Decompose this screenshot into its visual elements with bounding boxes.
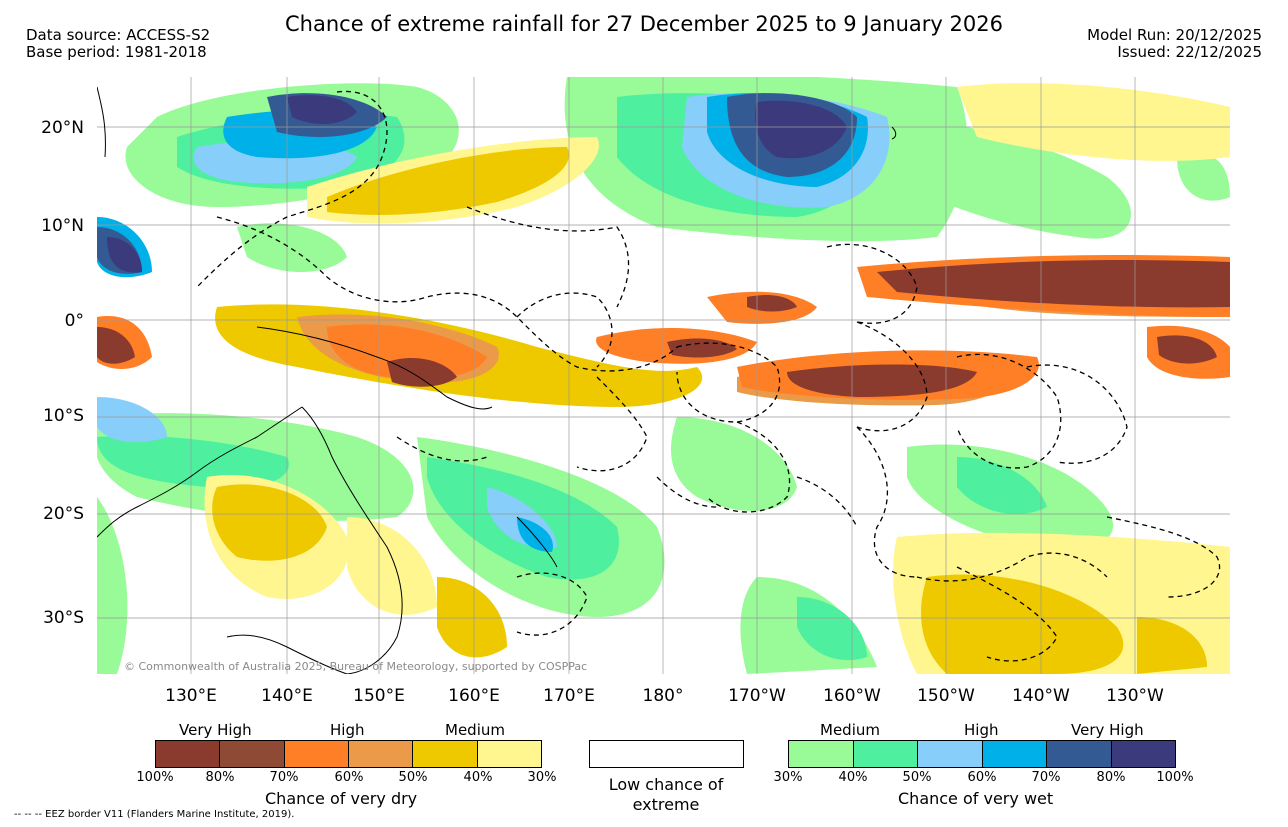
- wet-tick: 80%: [1096, 770, 1126, 785]
- dry-heading-high: High: [330, 721, 365, 739]
- wet-swatch-2: [918, 741, 983, 767]
- dry-tick: 40%: [463, 770, 493, 785]
- lat-label-30s: 30°S: [43, 608, 84, 628]
- base-period: Base period: 1981-2018: [26, 43, 207, 61]
- eez-borders: [196, 90, 1221, 662]
- lat-label-20n: 20°N: [41, 118, 84, 138]
- lon-label-130e: 130°E: [165, 686, 217, 706]
- wet-extreme-regions: [107, 95, 847, 273]
- lon-label-180: 180°: [642, 686, 684, 706]
- lon-label-140e: 140°E: [261, 686, 313, 706]
- wet-tick: 70%: [1031, 770, 1061, 785]
- lat-label-10n: 10°N: [41, 216, 84, 236]
- data-source: Data source: ACCESS-S2: [26, 26, 211, 44]
- lon-label-170e: 170°E: [543, 686, 595, 706]
- wet-colorbar: [788, 740, 1176, 768]
- wet-swatch-1: [853, 741, 918, 767]
- dry-very-high-regions: [97, 260, 1230, 397]
- wet-tick: 40%: [838, 770, 868, 785]
- eez-footnote: -- -- -- EEZ border V11 (Flanders Marine…: [14, 809, 295, 820]
- coastlines: [97, 86, 897, 674]
- lon-label-160w: 160°W: [823, 686, 881, 706]
- lat-label-10s: 10°S: [43, 406, 84, 426]
- lon-label-150w: 150°W: [917, 686, 975, 706]
- lat-label-0: 0°: [64, 311, 84, 331]
- dry-colorbar: [155, 740, 542, 768]
- lon-label-150e: 150°E: [353, 686, 405, 706]
- low-chance-swatch: [589, 740, 744, 768]
- wet-tick: 50%: [902, 770, 932, 785]
- issued-date: Issued: 22/12/2025: [1117, 43, 1262, 61]
- graticule: [97, 77, 1230, 674]
- lon-label-140w: 140°W: [1012, 686, 1070, 706]
- copyright-notice: © Commonwealth of Australia 2025, Bureau…: [124, 660, 588, 673]
- lon-label-130w: 130°W: [1106, 686, 1164, 706]
- map-title: Chance of extreme rainfall for 27 Decemb…: [285, 12, 1003, 36]
- dry-swatch-2: [284, 741, 349, 767]
- wet-swatch-3: [982, 741, 1047, 767]
- wet-legend-title: Chance of very wet: [898, 789, 1054, 808]
- rainfall-map: [97, 77, 1230, 674]
- dry-swatch-3: [348, 741, 414, 767]
- dry-tick: 70%: [269, 770, 299, 785]
- dry-legend-title: Chance of very dry: [265, 789, 418, 808]
- wet-swatch-0: [789, 741, 854, 767]
- wet-swatch-4: [1047, 741, 1112, 767]
- dry-swatch-1: [220, 741, 285, 767]
- wet-swatch-5: [1111, 741, 1175, 767]
- dry-swatch-5: [477, 741, 541, 767]
- dry-tick: 100%: [136, 770, 174, 785]
- source-info: Data source: ACCESS-S2 Base period: 1981…: [26, 27, 210, 61]
- lat-label-20s: 20°S: [43, 504, 84, 524]
- wet-tick: 100%: [1156, 770, 1194, 785]
- dry-swatch-4: [413, 741, 478, 767]
- lon-label-160e: 160°E: [448, 686, 500, 706]
- dry-heading-very-high: Very High: [179, 721, 252, 739]
- wet-heading-medium: Medium: [820, 721, 880, 739]
- model-run: Model Run: 20/12/2025: [1087, 26, 1262, 44]
- dry-tick: 30%: [527, 770, 557, 785]
- wet-heading-very-high: Very High: [1071, 721, 1144, 739]
- dry-tick: 60%: [334, 770, 364, 785]
- run-info: Model Run: 20/12/2025 Issued: 22/12/2025: [1087, 27, 1262, 61]
- low-chance-label: Low chance of extreme: [608, 775, 724, 814]
- dry-tick: 50%: [398, 770, 428, 785]
- map-canvas: [97, 77, 1230, 674]
- dry-swatch-0: [156, 741, 221, 767]
- wet-tick: 60%: [967, 770, 997, 785]
- lon-label-170w: 170°W: [728, 686, 786, 706]
- dry-tick: 80%: [205, 770, 235, 785]
- wet-tick: 30%: [773, 770, 803, 785]
- wet-heading-high: High: [964, 721, 999, 739]
- dry-heading-medium: Medium: [445, 721, 505, 739]
